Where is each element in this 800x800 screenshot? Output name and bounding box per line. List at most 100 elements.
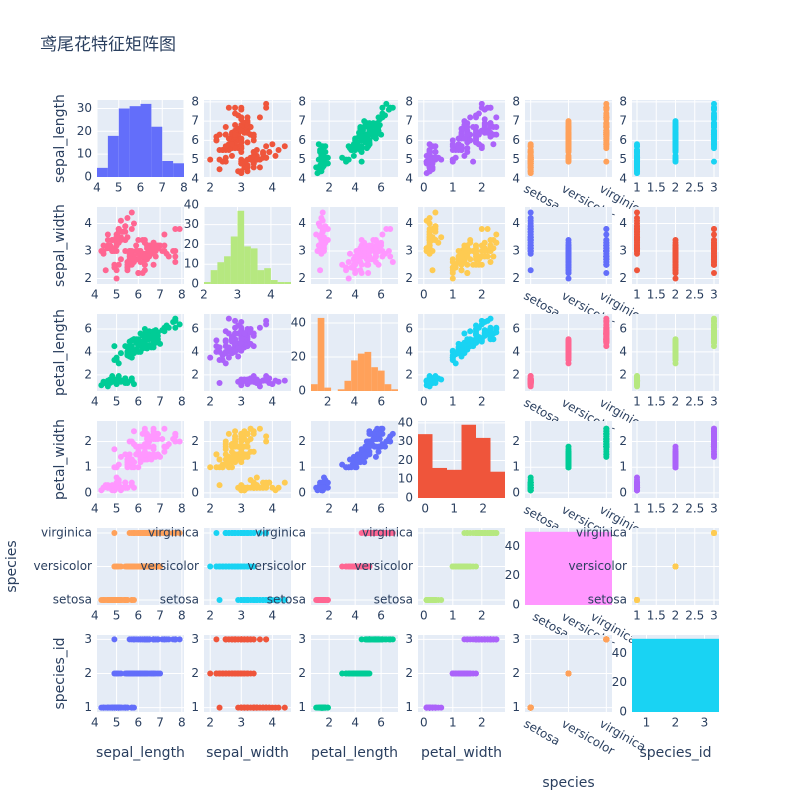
x-tick-label: 6 bbox=[377, 502, 385, 516]
x-tick-label: 4 bbox=[91, 288, 99, 302]
point bbox=[527, 150, 534, 157]
point bbox=[426, 239, 433, 246]
histogram-bar bbox=[384, 384, 392, 391]
y-tick-label: 4 bbox=[84, 344, 92, 358]
point bbox=[379, 248, 386, 254]
y-tick-label: 3 bbox=[84, 244, 92, 258]
point bbox=[426, 156, 433, 163]
point bbox=[710, 237, 717, 243]
point bbox=[256, 114, 263, 121]
x-tick-label: 7 bbox=[156, 716, 164, 730]
point bbox=[253, 156, 260, 163]
y-tick-label: 7 bbox=[298, 114, 306, 128]
point bbox=[478, 530, 485, 537]
point bbox=[222, 158, 229, 165]
point bbox=[365, 270, 372, 276]
point bbox=[115, 563, 122, 570]
point bbox=[161, 231, 168, 238]
point bbox=[244, 164, 251, 171]
point bbox=[247, 435, 254, 442]
x-tick-label: 2 bbox=[672, 502, 680, 516]
histogram-bar bbox=[391, 389, 398, 391]
y-tick-label: 1 bbox=[84, 700, 92, 714]
x-tick-label: 1.5 bbox=[647, 395, 666, 409]
point bbox=[452, 670, 459, 677]
point bbox=[213, 137, 220, 144]
histogram-bar bbox=[351, 360, 358, 391]
point bbox=[139, 237, 146, 243]
point bbox=[216, 596, 223, 603]
point bbox=[146, 335, 153, 342]
point bbox=[161, 448, 168, 455]
x-tick-label: 6 bbox=[135, 716, 143, 730]
x-tick-label: 3 bbox=[237, 716, 245, 730]
x-tick-label: 2 bbox=[324, 395, 332, 409]
histogram-bar bbox=[324, 387, 332, 391]
point bbox=[634, 484, 641, 491]
point bbox=[232, 317, 239, 324]
y-axis-title: sepal_length bbox=[52, 94, 68, 183]
point bbox=[429, 267, 436, 274]
point bbox=[487, 104, 494, 111]
point bbox=[367, 127, 374, 134]
point bbox=[120, 484, 127, 491]
point bbox=[383, 100, 390, 107]
point bbox=[432, 226, 439, 232]
y-tick-label: 2 bbox=[512, 271, 520, 285]
point bbox=[603, 430, 610, 437]
point bbox=[263, 321, 270, 328]
point bbox=[216, 704, 223, 711]
point bbox=[710, 336, 717, 343]
point bbox=[366, 670, 373, 677]
point bbox=[387, 253, 394, 260]
y-tick-label: 30 bbox=[77, 101, 92, 115]
point bbox=[372, 253, 379, 260]
x-axis-title: petal_width bbox=[421, 745, 502, 761]
point bbox=[357, 267, 364, 274]
point bbox=[426, 150, 433, 157]
y-tick-label: virginica bbox=[255, 526, 306, 540]
y-tick-label: 8 bbox=[191, 94, 199, 108]
histogram-bar bbox=[173, 163, 184, 177]
point bbox=[634, 156, 641, 163]
point bbox=[207, 156, 214, 163]
point bbox=[527, 228, 534, 235]
point bbox=[672, 267, 679, 274]
point bbox=[379, 231, 386, 238]
x-tick-label: 1 bbox=[449, 395, 457, 409]
point bbox=[603, 256, 610, 263]
x-tick-label: 2 bbox=[206, 502, 214, 516]
point bbox=[481, 239, 488, 246]
point bbox=[318, 484, 325, 491]
x-tick-label: 6 bbox=[377, 716, 385, 730]
point bbox=[361, 123, 368, 130]
point bbox=[228, 441, 235, 448]
y-tick-label: 4 bbox=[619, 216, 627, 230]
point bbox=[527, 378, 534, 385]
y-tick-label: 2 bbox=[84, 271, 92, 285]
point bbox=[244, 139, 251, 146]
point bbox=[172, 259, 179, 265]
y-tick-label: 8 bbox=[405, 94, 413, 108]
point bbox=[603, 158, 610, 165]
y-tick-label: 2 bbox=[405, 666, 413, 680]
point bbox=[126, 253, 133, 260]
point bbox=[161, 530, 168, 537]
x-axis-title: sepal_length bbox=[96, 745, 185, 761]
point bbox=[207, 464, 214, 471]
point bbox=[320, 474, 327, 481]
point bbox=[710, 133, 717, 140]
y-tick-label: 20 bbox=[398, 453, 413, 467]
point bbox=[318, 239, 325, 246]
point bbox=[710, 530, 717, 537]
y-tick-label: versicolor bbox=[354, 559, 413, 573]
point bbox=[128, 261, 135, 268]
histogram-bar bbox=[476, 437, 491, 498]
y-tick-label: 5 bbox=[405, 152, 413, 166]
point bbox=[113, 275, 120, 282]
point bbox=[478, 100, 485, 107]
x-tick-label: 1.5 bbox=[647, 609, 666, 623]
point bbox=[467, 248, 474, 254]
point bbox=[375, 448, 382, 455]
y-tick-label: 4 bbox=[405, 171, 413, 185]
